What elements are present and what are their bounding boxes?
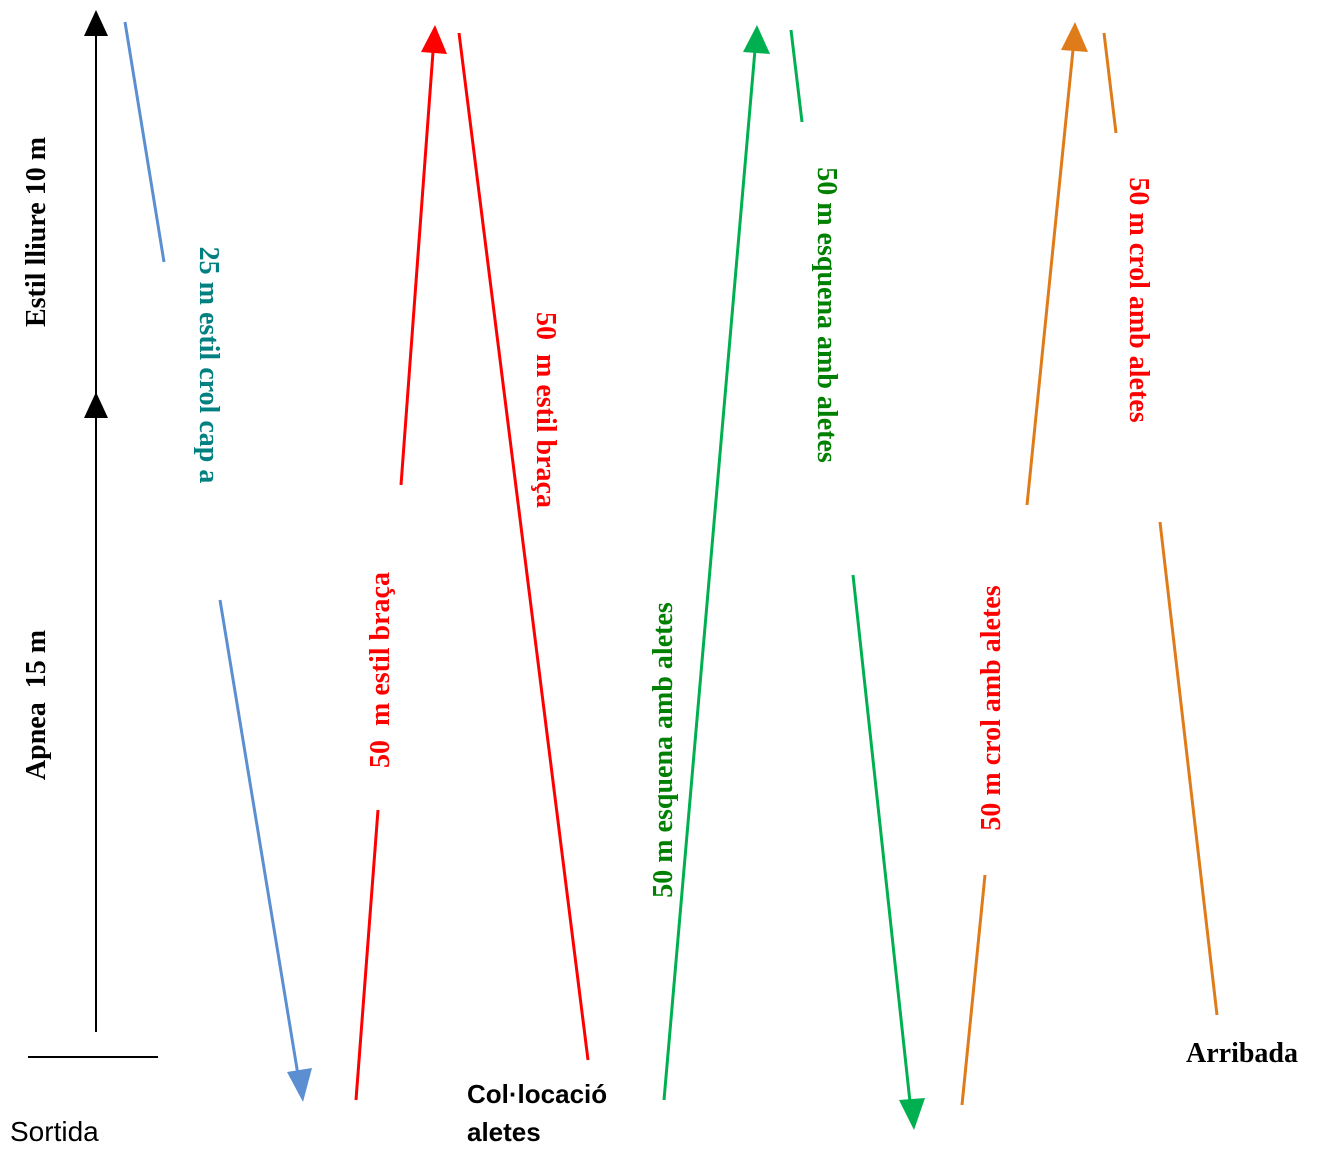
back-up-arrowhead xyxy=(743,25,770,54)
crawl-fins-down-line-top xyxy=(1102,32,1118,134)
fins-label-line2: aletes xyxy=(467,1117,541,1147)
apnea-arrowhead xyxy=(84,392,108,418)
breast-up-line-bottom xyxy=(354,809,380,1101)
crawl-fins-down-line-bottom xyxy=(1158,521,1219,1016)
finish-label: Arribada xyxy=(1186,1038,1298,1069)
breast-up-label: 50 m estil braça xyxy=(365,572,396,768)
crawl-head-line-top xyxy=(123,21,166,263)
back-down-line-top xyxy=(789,29,804,123)
apnea-label: Apnea 15 m xyxy=(21,630,52,780)
back-down-label: 50 m esquena amb aletes xyxy=(811,167,842,463)
back-up-label: 50 m esquena amb aletes xyxy=(648,602,679,898)
breast-up-arrowhead xyxy=(421,25,447,54)
crawl-fins-up-label: 50 m crol amb aletes xyxy=(976,585,1007,830)
crawl-head-line-bottom xyxy=(218,599,300,1076)
back-down-line-bottom xyxy=(851,574,912,1103)
crawl-fins-up-line-bottom xyxy=(960,874,987,1106)
freestyle-arrowhead xyxy=(84,10,108,36)
breast-up-line-top xyxy=(399,51,435,486)
crawl-fins-up-arrowhead xyxy=(1061,22,1088,52)
breast-down-line xyxy=(457,32,590,1061)
back-up-line xyxy=(662,49,757,1101)
fins-label-line1: Col·locació xyxy=(467,1079,607,1109)
freestyle-label: Estil lliure 10 m xyxy=(21,137,52,327)
crawl-fins-down-label: 50 m crol amb aletes xyxy=(1123,177,1154,422)
crawl-head-label: 25 m estil crol cap a xyxy=(193,247,224,484)
back-down-arrowhead xyxy=(899,1098,925,1130)
crawl-fins-up-line-top xyxy=(1025,49,1075,506)
crawl-head-arrowhead xyxy=(287,1068,312,1102)
breast-down-label: 50 m estil braça xyxy=(530,312,561,508)
start-label: Sortida xyxy=(10,1116,99,1147)
